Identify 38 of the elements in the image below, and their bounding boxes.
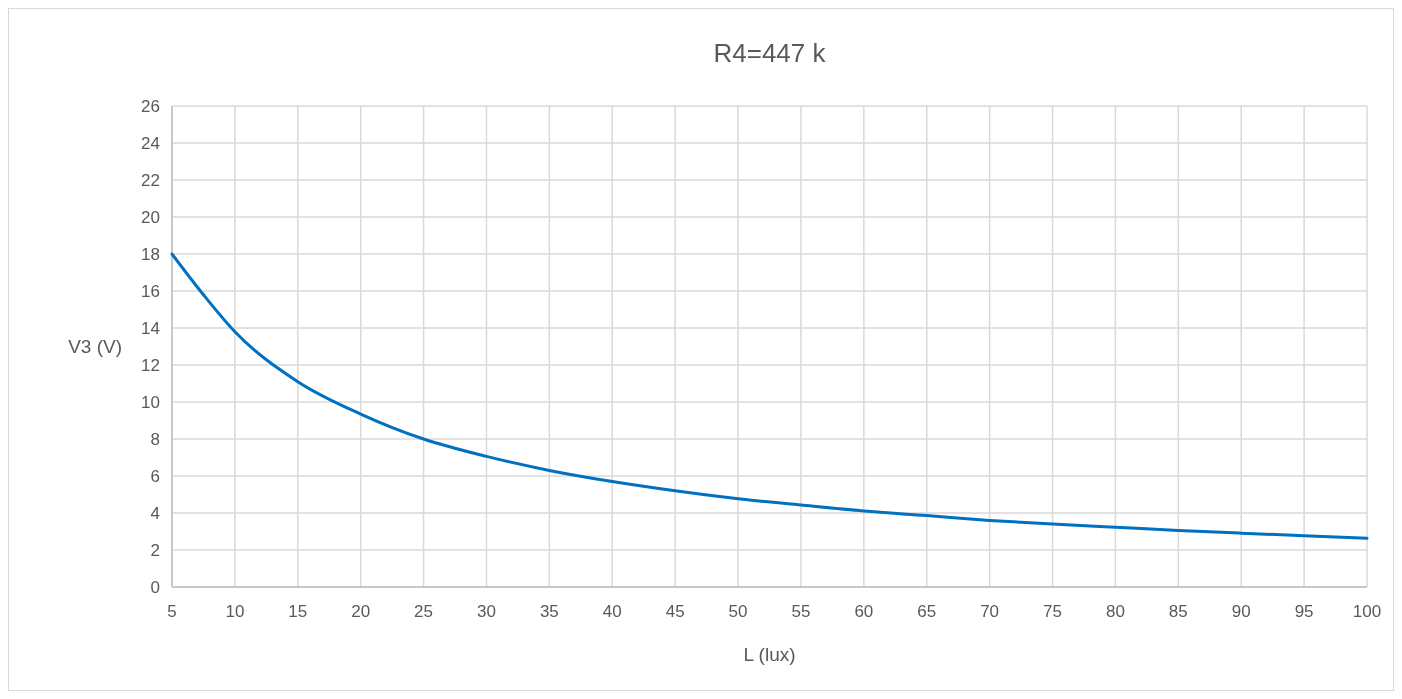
line-series [170, 252, 1369, 540]
y-tick-label: 10 [141, 392, 160, 412]
y-tick-label: 0 [150, 577, 160, 597]
y-tick-label: 2 [150, 540, 160, 560]
x-tick-label: 65 [917, 602, 937, 621]
x-tick-label: 30 [477, 602, 496, 621]
y-tick-label: 14 [141, 318, 160, 338]
x-tick-label: 20 [351, 602, 371, 621]
x-tick-label: 45 [665, 602, 685, 621]
y-tick-label: 6 [150, 466, 160, 486]
x-tick-label: 75 [1043, 602, 1062, 621]
x-tick-label: 100 [1352, 602, 1382, 621]
x-tick-label: 60 [854, 602, 874, 621]
x-tick-label: 85 [1168, 602, 1188, 621]
x-tick-label: 15 [288, 602, 308, 621]
x-tick-label: 25 [414, 602, 434, 621]
y-tick-label: 8 [150, 429, 160, 449]
chart-title: R4=447 k [713, 38, 827, 68]
x-tick-label: 70 [980, 602, 1000, 621]
y-tick-label: 24 [141, 133, 160, 153]
y-tick-label: 12 [141, 355, 160, 375]
y-axis-title: V3 (V) [68, 336, 122, 358]
y-tick-label: 20 [141, 207, 160, 227]
x-tick-label: 80 [1105, 602, 1125, 621]
y-tick-label: 16 [141, 281, 160, 301]
y-tick-label: 22 [141, 170, 160, 190]
x-tick-label: 55 [791, 602, 811, 621]
x-tick-label: 5 [167, 602, 177, 621]
x-tick-label: 10 [225, 602, 245, 621]
y-tick-label: 18 [141, 244, 160, 264]
x-tick-label: 90 [1231, 602, 1251, 621]
x-tick-label: 95 [1294, 602, 1314, 621]
x-tick-label: 40 [602, 602, 622, 621]
x-axis-title: L (lux) [743, 644, 796, 665]
x-tick-label: 50 [728, 602, 748, 621]
y-tick-label: 4 [150, 503, 160, 523]
y-tick-label: 26 [141, 96, 160, 116]
x-tick-label: 35 [539, 602, 559, 621]
